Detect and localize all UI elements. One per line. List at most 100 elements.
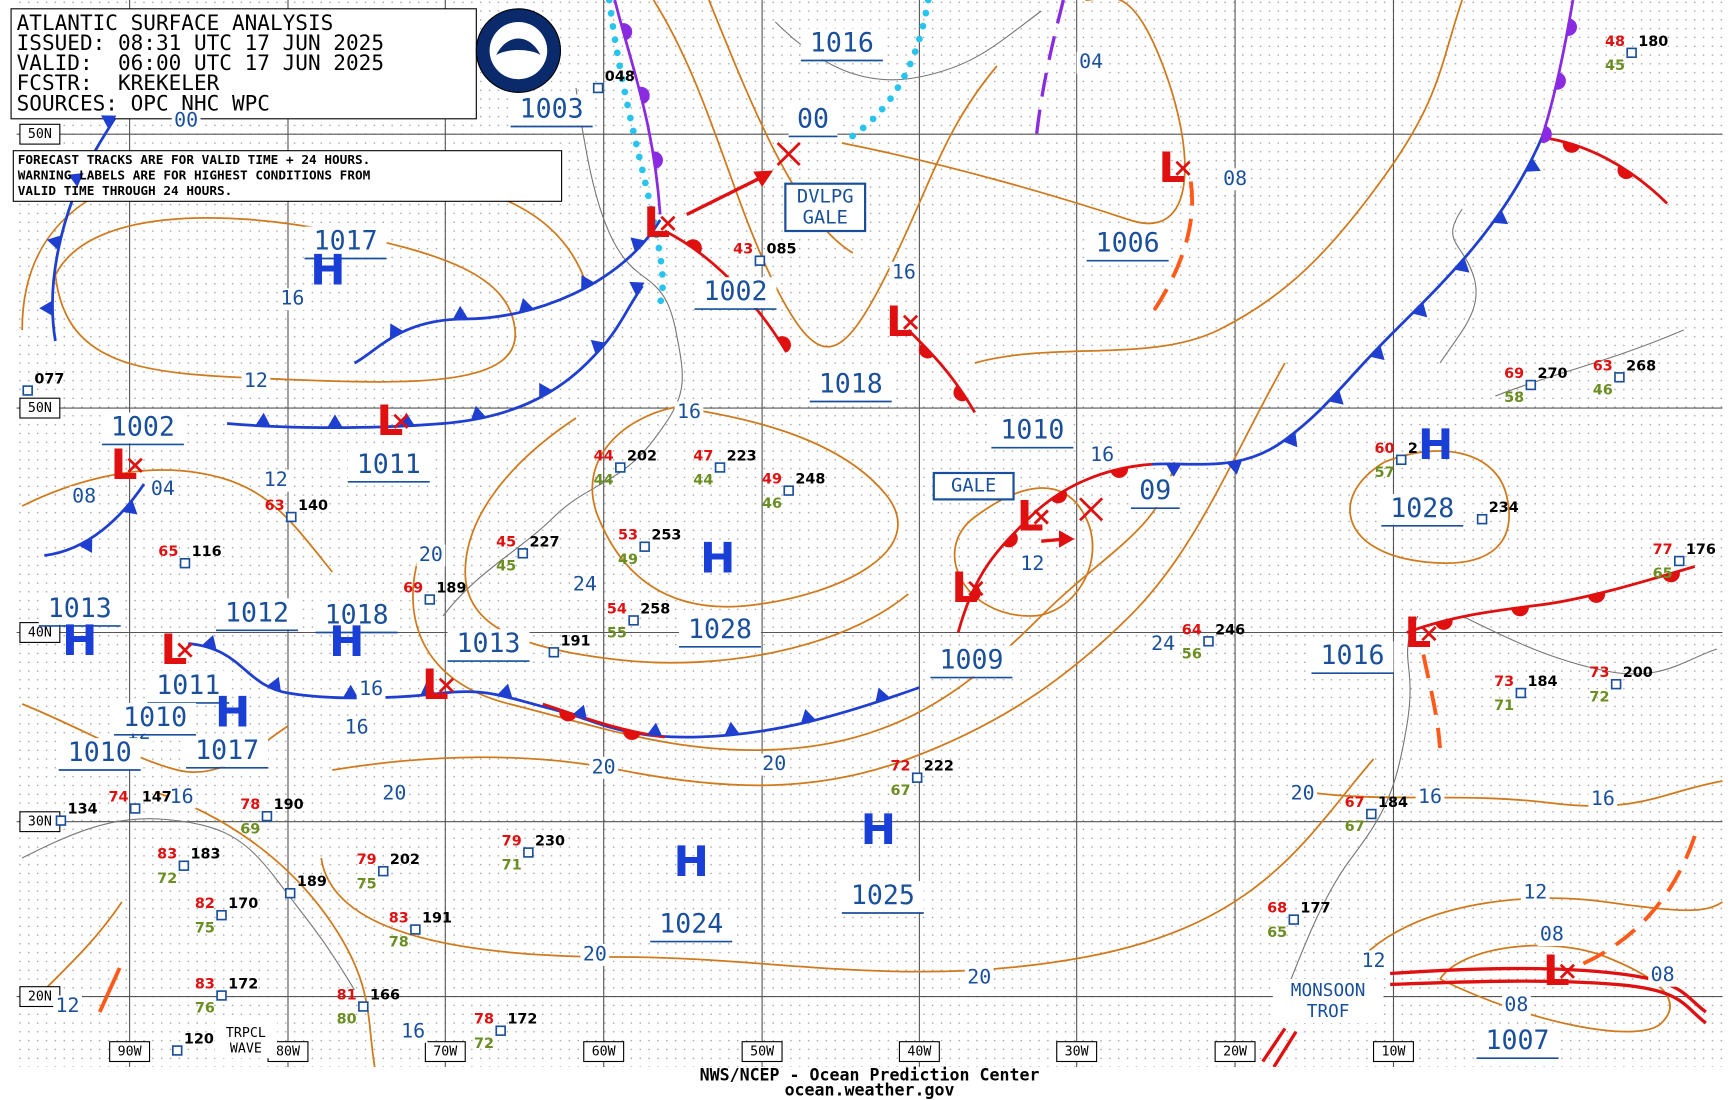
station-symbol <box>358 1001 369 1012</box>
pressure-label-bg <box>991 415 1074 447</box>
header-line: ISSUED: 08:31 UTC 17 JUN 2025 <box>17 31 384 55</box>
lat-label: 50N <box>28 127 52 142</box>
cold-front-pip <box>646 722 663 737</box>
station-temperature: 65 <box>158 544 178 560</box>
station-pressure: 184 <box>1528 674 1558 690</box>
station-pressure: 202 <box>390 852 420 868</box>
cold-front-pip <box>581 274 595 291</box>
isobar-label: 24 <box>573 573 597 596</box>
isobar-label-bg <box>964 966 994 989</box>
pressure-label: 1010 <box>68 737 132 768</box>
station-pressure: 246 <box>1215 622 1245 638</box>
lon-label: 10W <box>1381 1045 1405 1060</box>
isobar-label-bg <box>1087 444 1117 467</box>
high-symbol: H <box>1418 420 1453 469</box>
station-pressure: 268 <box>1626 358 1656 374</box>
isobar-label-bg <box>171 110 201 132</box>
station-temperature: 83 <box>195 977 215 993</box>
isobar-label: 12 <box>264 468 288 491</box>
pressure-label-bg <box>1476 1026 1559 1058</box>
station-temperature: 54 <box>607 601 627 617</box>
station-symbol <box>129 803 141 814</box>
station-symbol <box>754 255 766 266</box>
station-symbol <box>517 548 529 559</box>
warm-front-pip <box>1617 165 1634 179</box>
isobar-label-bg <box>379 783 409 806</box>
isobar-label-bg <box>1520 882 1550 905</box>
cold-front-pip <box>101 115 117 129</box>
station-dewpoint: 44 <box>693 473 713 489</box>
station-pressure: 170 <box>228 896 258 912</box>
pip <box>327 414 343 428</box>
warm-front-pip <box>1662 571 1680 583</box>
station-temperature: 63 <box>265 498 285 514</box>
isobar-label: 16 <box>401 1019 425 1042</box>
warm-front-pip <box>620 23 633 41</box>
cold-front-pip <box>266 676 282 692</box>
station-dewpoint: 69 <box>240 821 260 837</box>
pip <box>201 635 217 650</box>
pressure-label: 1009 <box>939 645 1003 676</box>
isobar-label-bg <box>342 717 372 740</box>
lon-label: 30W <box>1065 1045 1089 1060</box>
pip <box>646 722 663 737</box>
feature-label: TRPCL <box>226 1026 266 1041</box>
feature-label-bg <box>214 1020 277 1059</box>
warning-label-box <box>784 182 867 233</box>
station-pressure: 176 <box>1686 542 1716 558</box>
station-temperature: 72 <box>890 759 910 775</box>
isobar-label-bg <box>398 1020 428 1043</box>
warm-front-pip <box>1566 18 1577 36</box>
cold-front-pip <box>78 537 93 554</box>
pressure-label-bg <box>101 412 184 444</box>
isobar-label: 00 <box>174 109 198 132</box>
station-temperature: 81 <box>337 988 357 1004</box>
cold-front-pip <box>1283 432 1298 448</box>
warm-front-pip <box>1587 592 1606 603</box>
isobar-label: 24 <box>1151 632 1175 655</box>
station-temperature: 74 <box>108 790 128 806</box>
station-symbol <box>286 511 297 523</box>
station-temperature: 69 <box>403 581 423 597</box>
isobar-label: 20 <box>762 752 786 775</box>
station-symbol <box>592 82 604 94</box>
isobar-label-bg <box>570 574 600 597</box>
station-pressure: 189 <box>297 874 327 890</box>
station-temperature: 44 <box>594 449 614 465</box>
station-symbol <box>1525 379 1537 391</box>
pip <box>800 708 816 724</box>
pip <box>1435 618 1453 630</box>
station-pressure: 258 <box>640 601 670 617</box>
isobar-label: 12 <box>1523 881 1547 904</box>
low-center-x <box>127 457 143 473</box>
pip <box>629 281 645 296</box>
station-symbol <box>424 594 436 605</box>
cold-front-pip <box>590 339 606 355</box>
isobar-label: 08 <box>72 485 96 508</box>
isobar-label-bg <box>416 544 446 567</box>
pip <box>630 237 646 252</box>
isobar-label-bg <box>889 261 919 284</box>
station-pressure: 189 <box>436 581 466 597</box>
pressure-label: 1006 <box>1096 228 1160 259</box>
station-pressure: 180 <box>1638 34 1668 50</box>
cold-front-pip <box>255 412 271 427</box>
low-center-x <box>1559 963 1576 979</box>
station-temperature: 73 <box>1589 665 1609 681</box>
pip <box>1454 258 1470 273</box>
pressure-label-bg <box>841 881 924 912</box>
station-temperature: 63 <box>1593 358 1613 374</box>
isobar-label-bg <box>69 486 99 509</box>
station-dewpoint: 72 <box>474 1036 494 1052</box>
station-dewpoint: 76 <box>195 1001 215 1017</box>
pip <box>1283 432 1298 448</box>
high-symbol: H <box>329 617 364 666</box>
pressure-label-bg <box>1086 228 1169 260</box>
pip <box>1050 489 1068 504</box>
pressure-label-bg <box>800 28 883 60</box>
lon-label-bg <box>898 1041 940 1063</box>
pip <box>685 239 702 254</box>
station-temperature: 64 <box>1182 622 1202 638</box>
station-pressure: 2 <box>1408 441 1418 457</box>
footer-bg <box>0 1067 1728 1100</box>
